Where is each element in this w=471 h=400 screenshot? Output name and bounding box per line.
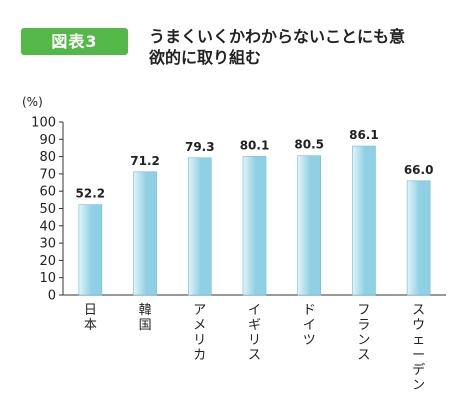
y-tick-label-10: 10 [39,271,56,286]
bar-3 [187,157,212,296]
bar-chart: (%) 0 10 20 30 40 50 60 70 80 90 100 52.2 日本 71.2 韓国 79.… [0,80,471,400]
y-axis-unit-label: (%) [22,95,43,109]
bar-4 [242,156,267,296]
category-label-3: アメリカ [193,303,206,363]
y-tick-label-90: 90 [39,133,56,148]
value-label-5: 80.5 [294,138,324,152]
bar-chart-svg: (%) 0 10 20 30 40 50 60 70 80 90 100 52.2 日本 71.2 韓国 79.… [22,95,446,393]
bar-2 [133,171,157,296]
category-label-5: ドイツ [303,303,316,348]
value-label-2: 71.2 [130,154,160,168]
bar-6 [352,145,376,296]
value-label-3: 79.3 [185,140,215,154]
figure-number-badge: 図表3 [21,28,128,55]
bar-5 [297,155,322,296]
y-tick-label-40: 40 [39,219,56,234]
category-label-2: 韓国 [139,303,152,333]
category-label-4: イギリス [248,303,261,363]
chart-title-line-1: うまくいくかわからないことにも意 [149,27,406,46]
chart-title-line-2: 欲的に取り組む [149,48,262,67]
value-label-7: 66.0 [404,163,434,177]
y-tick-label-30: 30 [39,237,56,252]
y-tick-label-60: 60 [39,185,56,200]
chart-layer: (%) 0 10 20 30 40 50 60 70 80 90 100 52.2 日本 71.2 韓国 79.… [22,95,446,393]
y-tick-label-0: 0 [48,289,56,304]
y-tick-label-50: 50 [39,202,56,217]
y-tick-label-100: 100 [31,116,56,131]
value-label-6: 86.1 [349,128,379,142]
value-label-1: 52.2 [76,187,106,201]
category-label-6: フランス [357,303,370,363]
bar-7 [406,180,431,296]
y-tick-label-20: 20 [39,254,56,269]
chart-header: 図表3 うまくいくかわからないことにも意 欲的に取り組む [0,0,471,80]
value-label-4: 80.1 [240,138,270,152]
chart-title: うまくいくかわからないことにも意 欲的に取り組む [149,26,461,68]
category-label-7: スウェーデン [412,303,425,393]
y-tick-label-70: 70 [39,167,56,182]
category-label-1: 日本 [84,303,97,333]
bar-1 [78,204,103,296]
y-tick-label-80: 80 [39,150,56,165]
